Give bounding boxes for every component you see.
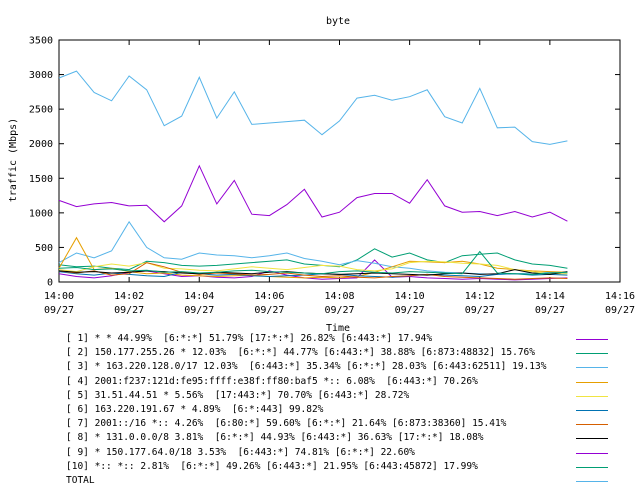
y-tick-label: 2000 <box>29 139 53 150</box>
legend-swatch <box>576 438 608 440</box>
series-line-7 <box>58 262 568 280</box>
chart-title: byte <box>326 16 350 27</box>
y-tick-label: 1000 <box>29 208 53 219</box>
legend-label: [ 6] 163.220.191.67 * 4.89% [6:*:443] 99… <box>66 403 324 415</box>
legend-entry: [10] *:: *:: 2.81% [6:*:*] 49.26% [6:443… <box>66 460 640 474</box>
x-tick-time-label: 14:00 <box>44 291 74 302</box>
x-tick-date-label: 09/27 <box>114 305 144 316</box>
legend-swatch <box>576 395 608 397</box>
legend-entry: [ 7] 2001::/16 *:: 4.26% [6:80:*] 59.60%… <box>66 417 640 431</box>
legend-swatch <box>576 480 608 482</box>
x-tick-date-label: 09/27 <box>254 305 284 316</box>
series-line-6 <box>58 271 568 278</box>
y-tick-label: 500 <box>35 243 53 254</box>
x-tick-time-label: 14:16 <box>605 291 635 302</box>
y-tick-label: 3500 <box>29 36 53 47</box>
legend-swatch <box>576 452 608 454</box>
y-tick-label: 3000 <box>29 70 53 81</box>
x-tick-date-label: 09/27 <box>535 305 565 316</box>
x-tick-date-label: 09/27 <box>44 305 74 316</box>
x-tick-date-label: 09/27 <box>465 305 495 316</box>
x-tick-time-label: 14:14 <box>535 291 565 302</box>
x-tick-time-label: 14:08 <box>324 291 354 302</box>
y-tick-label: 2500 <box>29 105 53 116</box>
x-tick-time-label: 14:04 <box>184 291 214 302</box>
x-tick-time-label: 14:12 <box>465 291 495 302</box>
axis-ticks: 0 500 1000 1500 2000 2500 3000 3500 14:00 09/27 14… <box>29 36 635 317</box>
x-tick-time-label: 14:10 <box>395 291 425 302</box>
legend-swatch <box>576 367 608 369</box>
y-tick-label: 1500 <box>29 174 53 185</box>
series-line-10 <box>58 250 568 275</box>
legend-label: [ 9] * 150.177.64.0/18 3.53% [6:443:*] 7… <box>66 446 415 458</box>
legend-label: [ 1] * * 44.99% [6:*:*] 51.79% [17:*:*] … <box>66 333 433 344</box>
legend-entry: TOTAL <box>66 474 640 488</box>
legend-swatch <box>576 339 608 340</box>
series-line-5 <box>58 260 568 275</box>
chart: byte traffic (Mbps) Time 0 500 1000 1500 200… <box>8 16 635 332</box>
legend-entry: [ 8] * 131.0.0.0/8 3.81% [6:*:*] 44.93% … <box>66 431 640 445</box>
legend-label: [ 5] 31.51.44.51 * 5.56% [17:443:*] 70.7… <box>66 389 410 401</box>
series-lines <box>58 70 568 281</box>
series-line-11 <box>58 70 568 145</box>
legend-swatch <box>576 466 608 468</box>
legend-label: [ 8] * 131.0.0.0/8 3.81% [6:*:*] 44.93% … <box>66 432 484 444</box>
legend-swatch <box>576 353 608 355</box>
y-tick-label: 0 <box>47 278 53 289</box>
x-tick-date-label: 09/27 <box>324 305 354 316</box>
legend-entry: [ 1] * * 44.99% [6:*:*] 51.79% [17:*:*] … <box>66 332 640 346</box>
legend-entry: [ 2] 150.177.255.26 * 12.03% [6:*:*] 44.… <box>66 346 640 360</box>
plot-frame <box>58 39 621 283</box>
legend-entry: [ 4] 2001:f237:121d:fe95:ffff:e38f:ff80:… <box>66 375 640 389</box>
legend-label: [ 2] 150.177.255.26 * 12.03% [6:*:*] 44.… <box>66 347 535 359</box>
legend-swatch <box>576 424 608 426</box>
x-axis-label: Time <box>326 323 350 332</box>
x-tick-time-label: 14:06 <box>254 291 284 302</box>
legend-entry: [ 6] 163.220.191.67 * 4.89% [6:*:443] 99… <box>66 403 640 417</box>
legend-entry: [ 9] * 150.177.64.0/18 3.53% [6:443:*] 7… <box>66 446 640 460</box>
legend-swatch <box>576 381 608 383</box>
legend-label: TOTAL <box>66 474 95 486</box>
legend-label: [10] *:: *:: 2.81% [6:*:*] 49.26% [6:443… <box>66 460 478 472</box>
legend-label: [ 3] * 163.220.128.0/17 12.03% [6:443:*]… <box>66 361 547 373</box>
x-tick-date-label: 09/27 <box>395 305 425 316</box>
legend-entry: [ 5] 31.51.44.51 * 5.56% [17:443:*] 70.7… <box>66 389 640 403</box>
legend-entry: [ 3] * 163.220.128.0/17 12.03% [6:443:*]… <box>66 360 640 374</box>
legend-label: [ 7] 2001::/16 *:: 4.26% [6:80:*] 59.60%… <box>66 418 507 430</box>
x-tick-date-label: 09/27 <box>605 305 635 316</box>
legend-swatch <box>576 409 608 411</box>
series-line-9 <box>58 164 568 223</box>
y-axis-label: traffic (Mbps) <box>8 118 19 202</box>
x-tick-time-label: 14:02 <box>114 291 144 302</box>
x-tick-date-label: 09/27 <box>184 305 214 316</box>
legend: [ 1] * * 44.99% [6:*:*] 51.79% [17:*:*] … <box>66 332 640 488</box>
legend-label: [ 4] 2001:f237:121d:fe95:ffff:e38f:ff80:… <box>66 375 478 387</box>
